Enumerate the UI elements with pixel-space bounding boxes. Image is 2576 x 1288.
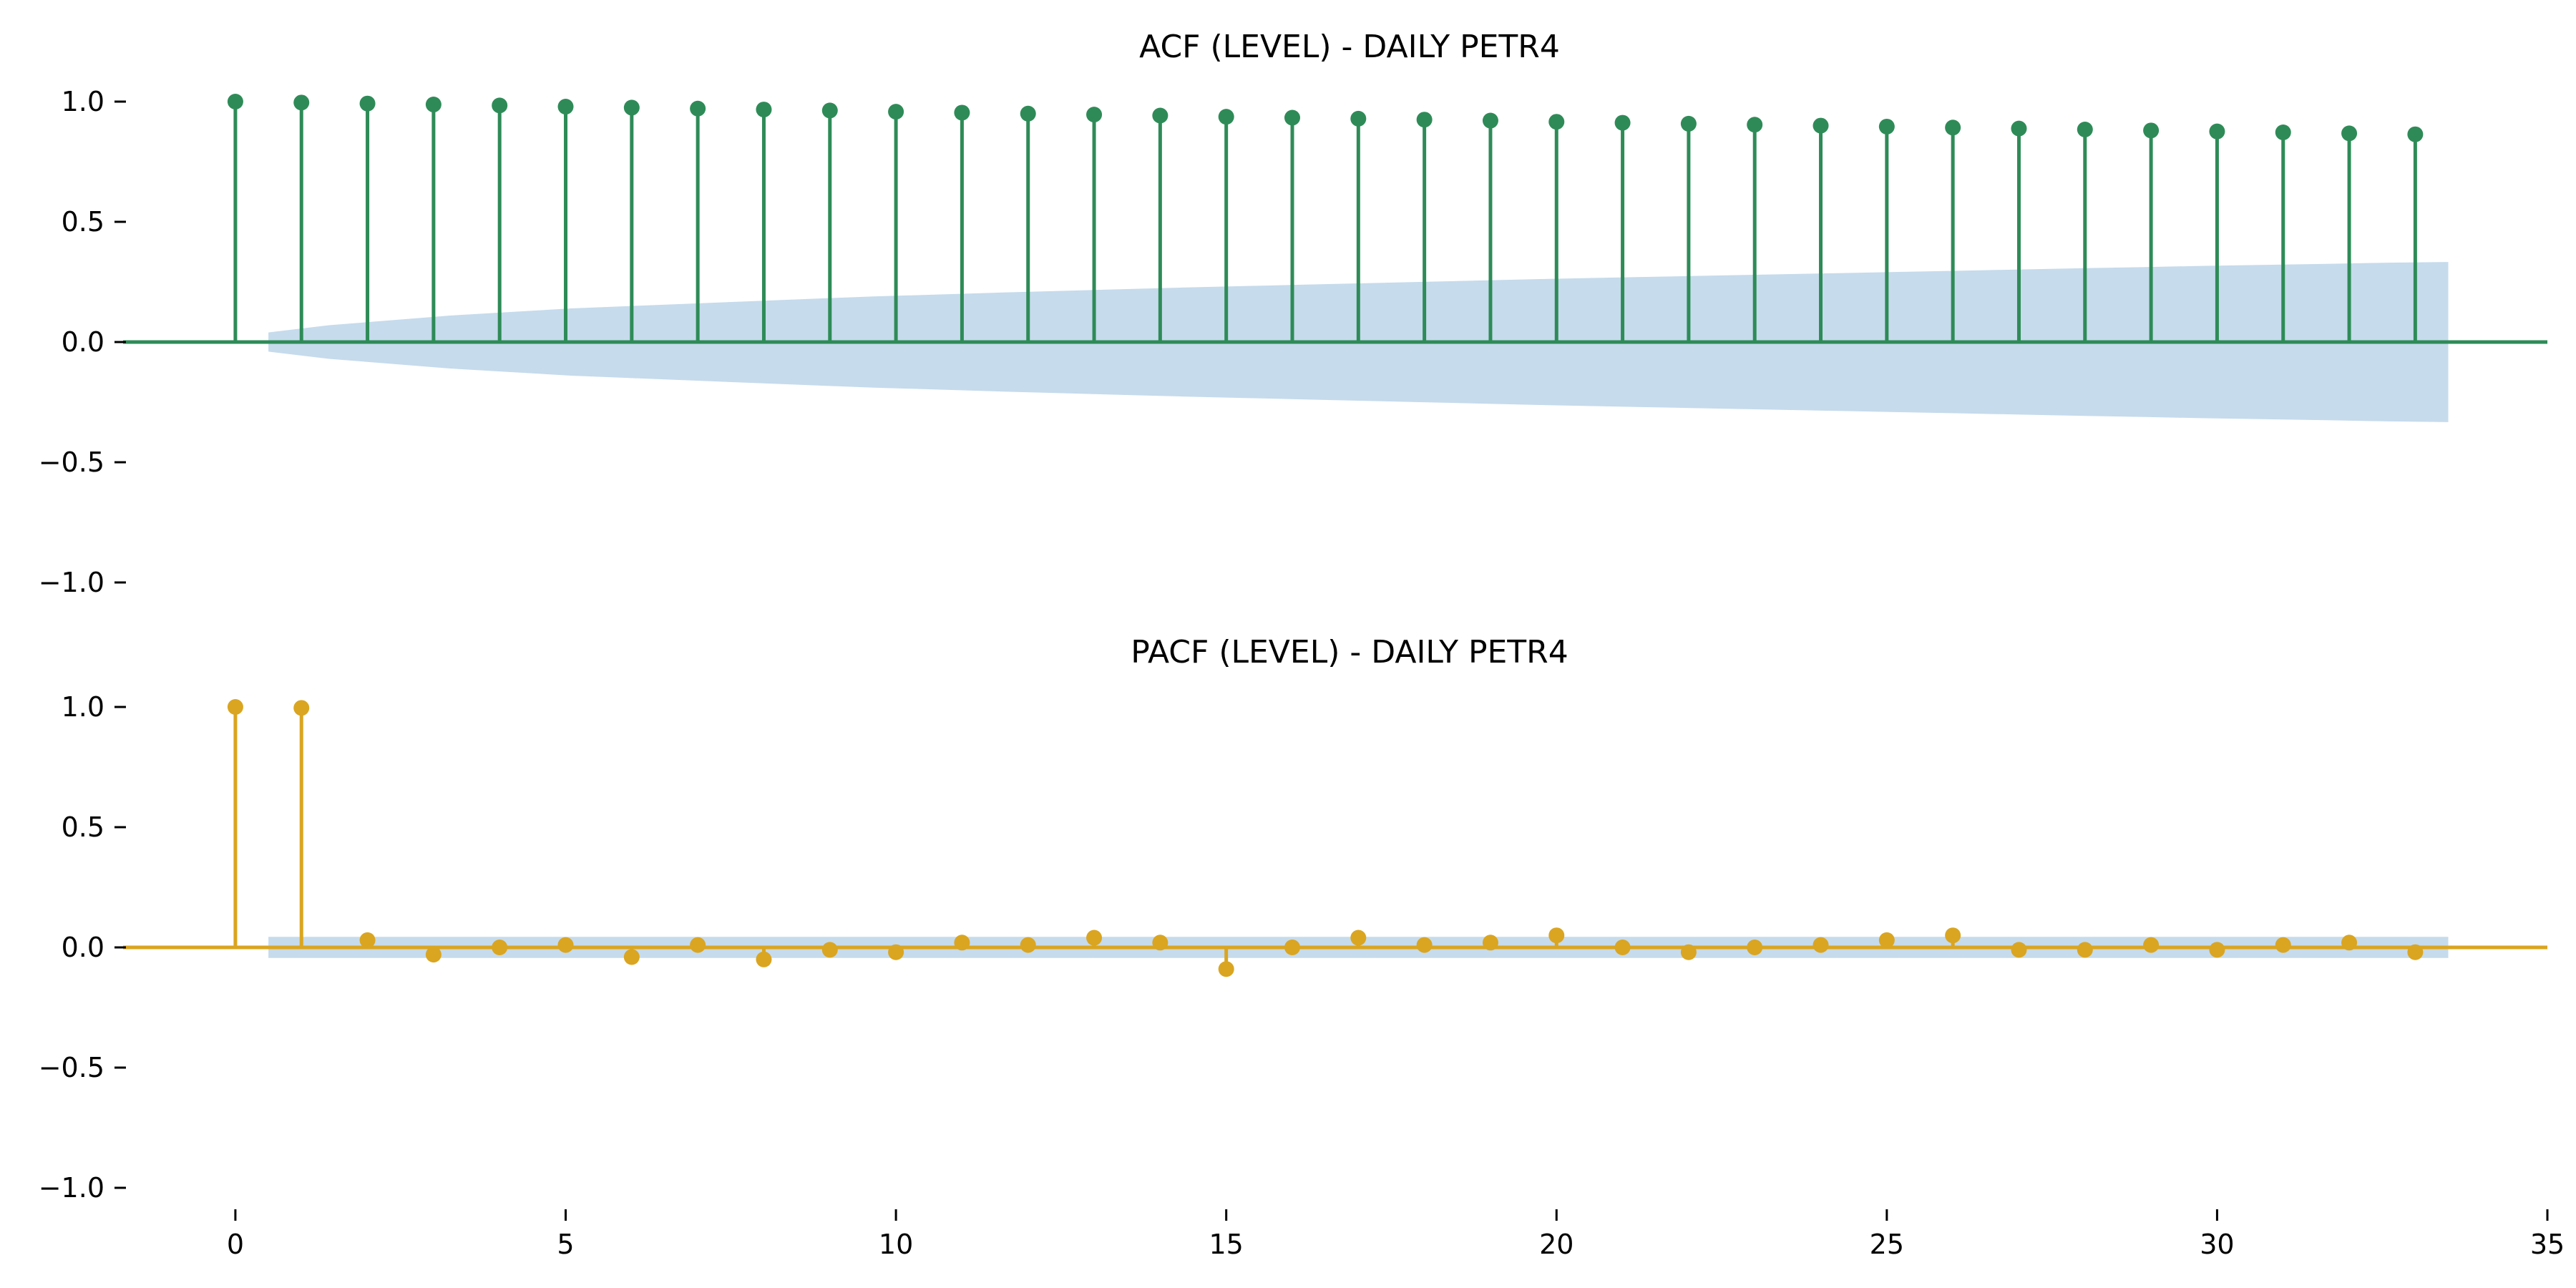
stem-marker [425,947,441,963]
stem-marker [954,104,970,121]
stem-marker [2077,942,2093,958]
stem-marker [1482,935,1498,951]
stem-marker [1416,937,1433,953]
y-tick-label: 0.0 [62,932,104,963]
stem-marker [623,949,640,965]
stem-marker [1152,935,1169,951]
stem-marker [2407,126,2424,142]
stem-marker [1020,937,1036,953]
y-tick-label: 1.0 [62,86,104,117]
stem-marker [557,99,574,115]
acf-title: ACF (LEVEL) - DAILY PETR4 [1139,29,1560,65]
stem-marker [821,102,838,119]
stem-marker [888,944,904,960]
stem-marker [492,940,508,955]
stem-marker [1680,944,1697,960]
stem-marker [2407,944,2424,960]
stem-marker [492,97,508,114]
stem-marker [2011,120,2027,137]
stem-marker [756,102,772,118]
stem-marker [1878,932,1895,948]
stem-marker [227,94,243,109]
y-tick-label: 0.0 [62,326,104,358]
stem-marker [1614,114,1631,131]
x-tick-label: 20 [1539,1229,1574,1260]
stem-marker [1813,117,1829,134]
stem-marker [293,94,310,111]
stem-marker [1747,117,1763,133]
stem-marker [1878,118,1895,135]
stem-marker [557,937,574,953]
stem-marker [1218,109,1234,125]
x-tick-label: 35 [2530,1229,2565,1260]
x-tick-label: 25 [1870,1229,1904,1260]
y-tick-label: 0.5 [62,811,104,843]
stem-marker [1284,109,1300,126]
pacf-title: PACF (LEVEL) - DAILY PETR4 [1131,634,1568,670]
stem-marker [1680,115,1697,132]
y-tick-label: 0.5 [62,206,104,238]
stem-marker [293,700,310,716]
stem-marker [2275,937,2291,953]
stem-marker [623,99,640,116]
stem-marker [359,932,376,948]
stem-marker [1086,930,1103,946]
stem-marker [1548,927,1565,944]
stem-marker [359,95,376,112]
stem-marker [954,935,970,951]
y-tick-label: −1.0 [39,1172,104,1204]
stem-marker [2275,125,2291,141]
stem-marker [1614,940,1631,955]
stem-marker [1020,105,1036,122]
stem-marker [227,699,243,715]
stem-marker [1548,114,1565,130]
y-tick-label: −0.5 [39,447,104,478]
stem-marker [1284,940,1300,955]
stem-marker [1350,110,1367,127]
stem-marker [2209,942,2225,958]
stem-marker [888,104,904,120]
stem-marker [1152,107,1169,124]
stem-marker [1416,112,1433,128]
stem-marker [756,951,772,967]
x-tick-label: 15 [1209,1229,1243,1260]
stem-marker [1086,107,1103,123]
stem-marker [1747,940,1763,955]
stem-marker [1945,119,1961,136]
stem-marker [1945,927,1961,944]
y-tick-label: −0.5 [39,1052,104,1083]
acf-panel: ACF (LEVEL) - DAILY PETR4 1.0 0.5 0.0 −0.5 −… [39,29,2547,598]
stem-marker [1813,937,1829,953]
stem-marker [2209,123,2225,140]
stem-marker [2143,937,2160,953]
x-tick-label: 5 [557,1229,574,1260]
stem-marker [2077,121,2093,137]
stem-marker [2011,942,2027,958]
x-tick-label: 10 [879,1229,913,1260]
stem-marker [1482,112,1498,129]
x-tick-label: 30 [2200,1229,2234,1260]
pacf-panel: PACF (LEVEL) - DAILY PETR4 1.0 0.5 0.0 −0.5… [39,634,2565,1260]
y-tick-label: −1.0 [39,567,104,598]
stem-marker [2341,125,2358,142]
y-tick-label: 1.0 [62,691,104,723]
x-tick-label: 0 [227,1229,244,1260]
stem-marker [690,937,706,953]
stem-marker [425,97,441,113]
stem-marker [2341,935,2358,951]
stem-marker [1218,961,1234,977]
stem-marker [2143,122,2160,139]
stem-marker [821,942,838,958]
stem-marker [1350,930,1367,946]
stem-marker [690,100,706,117]
